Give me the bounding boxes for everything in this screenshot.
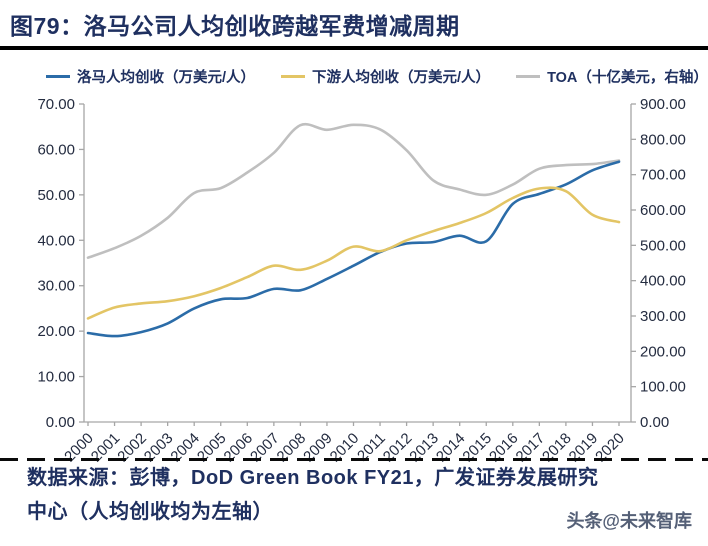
footer: 数据来源：彭博，DoD Green Book FY21，广发证券发展研究 中心（…: [0, 458, 708, 546]
right-axis-tick-label: 200.00: [640, 343, 686, 360]
left-axis-tick-label: 10.00: [37, 369, 75, 386]
left-axis-tick-label: 50.00: [37, 187, 75, 204]
series-line-downstream: [86, 186, 621, 320]
right-axis-tick-label: 400.00: [640, 273, 686, 290]
right-axis-tick-label: 700.00: [640, 167, 686, 184]
data-source-line2: 中心（人均创收均为左轴）: [27, 501, 273, 523]
right-axis-tick-label: 900.00: [640, 96, 686, 113]
footer-divider: [0, 458, 708, 461]
right-axis-tick-label: 0.00: [640, 414, 669, 431]
watermark: 头条@未来智库: [566, 511, 692, 531]
left-axis-tick-label: 20.00: [37, 323, 75, 340]
legend-label: TOA（十亿美元，右轴）: [547, 70, 708, 86]
right-axis-tick-label: 300.00: [640, 308, 686, 325]
right-axis-tick-label: 500.00: [640, 237, 686, 254]
left-axis-tick-label: 70.00: [37, 96, 75, 113]
series-line-toa: [86, 123, 621, 259]
legend-line-swatch-gray: [516, 75, 541, 78]
legend-item-toa: TOA（十亿美元，右轴）: [516, 66, 708, 87]
legend-label: 洛马人均创收（万美元/人）: [77, 70, 256, 86]
chart-legend: 洛马人均创收（万美元/人） 下游人均创收（万美元/人） TOA（十亿美元，右轴）: [0, 50, 708, 87]
left-axis-tick-label: 60.00: [37, 141, 75, 158]
right-axis-tick-label: 800.00: [640, 131, 686, 148]
legend-line-swatch-blue: [46, 75, 70, 78]
legend-item-downstream: 下游人均创收（万美元/人）: [281, 66, 490, 87]
axes: 0.00 10.00 20.00 30.00 40.00 50.00 60.00 70.00 0…: [37, 96, 685, 463]
title-divider: [0, 46, 708, 50]
right-axis-tick-label: 100.00: [640, 379, 686, 396]
left-axis-tick-label: 0.00: [46, 414, 75, 431]
data-source-line1: 数据来源：彭博，DoD Green Book FY21，广发证券发展研究: [27, 467, 599, 489]
legend-label: 下游人均创收（万美元/人）: [312, 70, 491, 86]
legend-item-lockheed: 洛马人均创收（万美元/人）: [46, 66, 255, 87]
legend-line-swatch-yellow: [281, 75, 306, 78]
left-axis-tick-label: 40.00: [37, 232, 75, 249]
figure-title: 图79：洛马公司人均创收跨越军费增减周期: [10, 13, 460, 39]
left-axis-tick-label: 30.00: [37, 278, 75, 295]
right-axis-tick-label: 600.00: [640, 202, 686, 219]
series-line-lockheed: [86, 160, 621, 338]
line-chart: 0.00 10.00 20.00 30.00 40.00 50.00 60.00 70.00 0…: [37, 96, 685, 463]
